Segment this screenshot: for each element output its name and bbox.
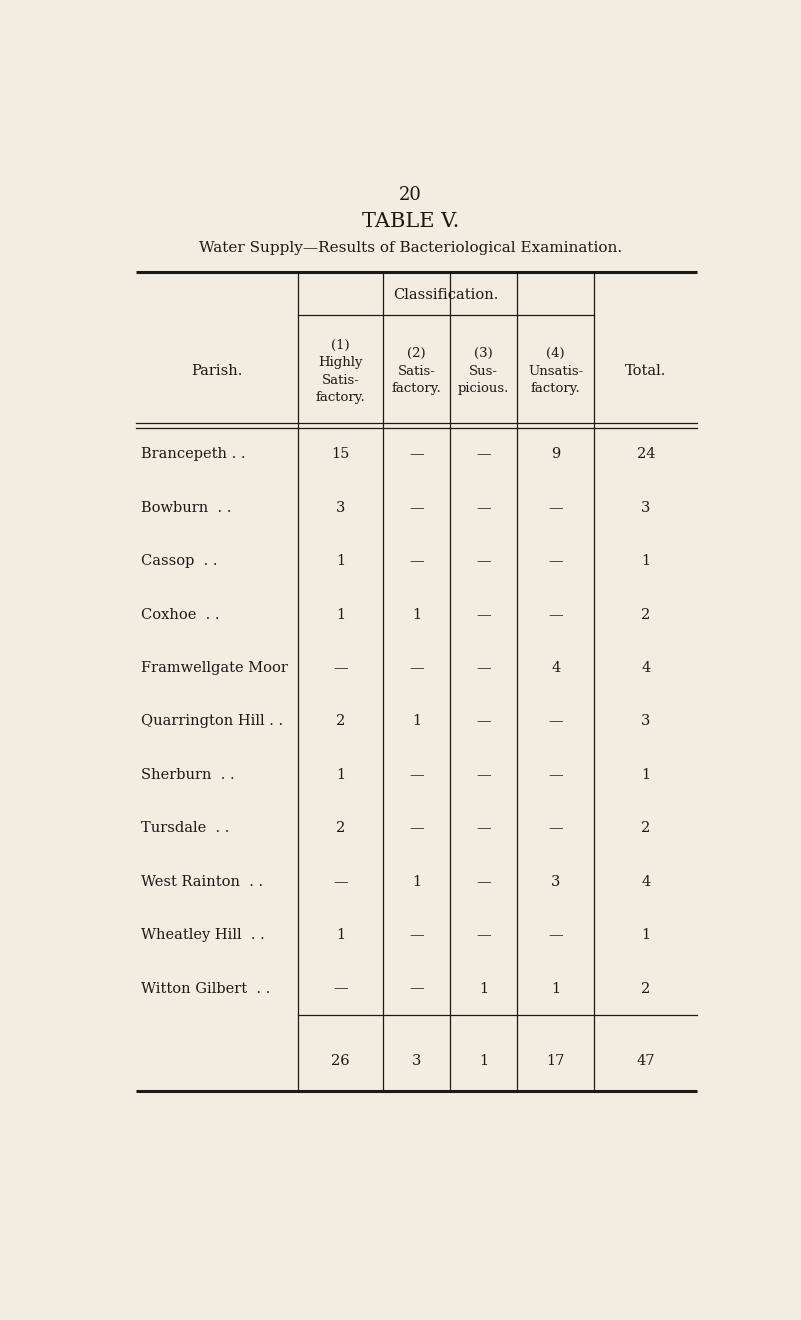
Text: —: —: [409, 982, 424, 995]
Text: 2: 2: [336, 821, 345, 836]
Text: 1: 1: [642, 768, 650, 781]
Text: Parish.: Parish.: [191, 364, 243, 379]
Text: (1)
Highly
Satis-
factory.: (1) Highly Satis- factory.: [316, 339, 365, 404]
Text: —: —: [549, 554, 563, 569]
Text: 4: 4: [641, 875, 650, 888]
Text: —: —: [477, 768, 491, 781]
Text: —: —: [477, 875, 491, 888]
Text: Brancepeth . .: Brancepeth . .: [141, 447, 246, 462]
Text: 1: 1: [413, 714, 421, 729]
Text: —: —: [477, 500, 491, 515]
Text: 15: 15: [331, 447, 349, 462]
Text: (3)
Sus-
picious.: (3) Sus- picious.: [458, 347, 509, 395]
Text: 2: 2: [336, 714, 345, 729]
Text: 1: 1: [336, 928, 345, 942]
Text: —: —: [549, 928, 563, 942]
Text: (2)
Satis-
factory.: (2) Satis- factory.: [392, 347, 441, 395]
Text: 1: 1: [413, 607, 421, 622]
Text: —: —: [409, 500, 424, 515]
Text: Bowburn  . .: Bowburn . .: [141, 500, 231, 515]
Text: Wheatley Hill  . .: Wheatley Hill . .: [141, 928, 265, 942]
Text: Coxhoe  . .: Coxhoe . .: [141, 607, 219, 622]
Text: —: —: [477, 661, 491, 675]
Text: Classification.: Classification.: [393, 288, 498, 301]
Text: —: —: [477, 447, 491, 462]
Text: 1: 1: [479, 1053, 489, 1068]
Text: —: —: [409, 554, 424, 569]
Text: —: —: [549, 821, 563, 836]
Text: 1: 1: [413, 875, 421, 888]
Text: (4)
Unsatis-
factory.: (4) Unsatis- factory.: [528, 347, 583, 395]
Text: 3: 3: [551, 875, 561, 888]
Text: —: —: [409, 447, 424, 462]
Text: —: —: [409, 768, 424, 781]
Text: —: —: [477, 607, 491, 622]
Text: 1: 1: [336, 554, 345, 569]
Text: —: —: [333, 982, 348, 995]
Text: TABLE V.: TABLE V.: [362, 213, 459, 231]
Text: —: —: [549, 500, 563, 515]
Text: —: —: [549, 607, 563, 622]
Text: 1: 1: [551, 982, 561, 995]
Text: 2: 2: [641, 607, 650, 622]
Text: 4: 4: [551, 661, 561, 675]
Text: 3: 3: [641, 714, 650, 729]
Text: 1: 1: [479, 982, 489, 995]
Text: —: —: [409, 661, 424, 675]
Text: —: —: [409, 821, 424, 836]
Text: —: —: [477, 928, 491, 942]
Text: —: —: [477, 554, 491, 569]
Text: 3: 3: [336, 500, 345, 515]
Text: —: —: [333, 875, 348, 888]
Text: Tursdale  . .: Tursdale . .: [141, 821, 229, 836]
Text: 1: 1: [642, 928, 650, 942]
Text: 47: 47: [637, 1053, 655, 1068]
Text: 24: 24: [637, 447, 655, 462]
Text: —: —: [409, 928, 424, 942]
Text: 1: 1: [336, 768, 345, 781]
Text: —: —: [549, 714, 563, 729]
Text: Water Supply—Results of Bacteriological Examination.: Water Supply—Results of Bacteriological …: [199, 240, 622, 255]
Text: 20: 20: [399, 186, 422, 205]
Text: 4: 4: [641, 661, 650, 675]
Text: 1: 1: [642, 554, 650, 569]
Text: 26: 26: [331, 1053, 350, 1068]
Text: Sherburn  . .: Sherburn . .: [141, 768, 235, 781]
Text: Framwellgate Moor: Framwellgate Moor: [141, 661, 288, 675]
Text: West Rainton  . .: West Rainton . .: [141, 875, 264, 888]
Text: 1: 1: [336, 607, 345, 622]
Text: Cassop  . .: Cassop . .: [141, 554, 218, 569]
Text: —: —: [477, 821, 491, 836]
Text: —: —: [477, 714, 491, 729]
Text: Witton Gilbert  . .: Witton Gilbert . .: [141, 982, 271, 995]
Text: 17: 17: [546, 1053, 565, 1068]
Text: Total.: Total.: [625, 364, 666, 379]
Text: —: —: [549, 768, 563, 781]
Text: 2: 2: [641, 982, 650, 995]
Text: 3: 3: [412, 1053, 421, 1068]
Text: Quarrington Hill . .: Quarrington Hill . .: [141, 714, 284, 729]
Text: 2: 2: [641, 821, 650, 836]
Text: 9: 9: [551, 447, 561, 462]
Text: 3: 3: [641, 500, 650, 515]
Text: —: —: [333, 661, 348, 675]
